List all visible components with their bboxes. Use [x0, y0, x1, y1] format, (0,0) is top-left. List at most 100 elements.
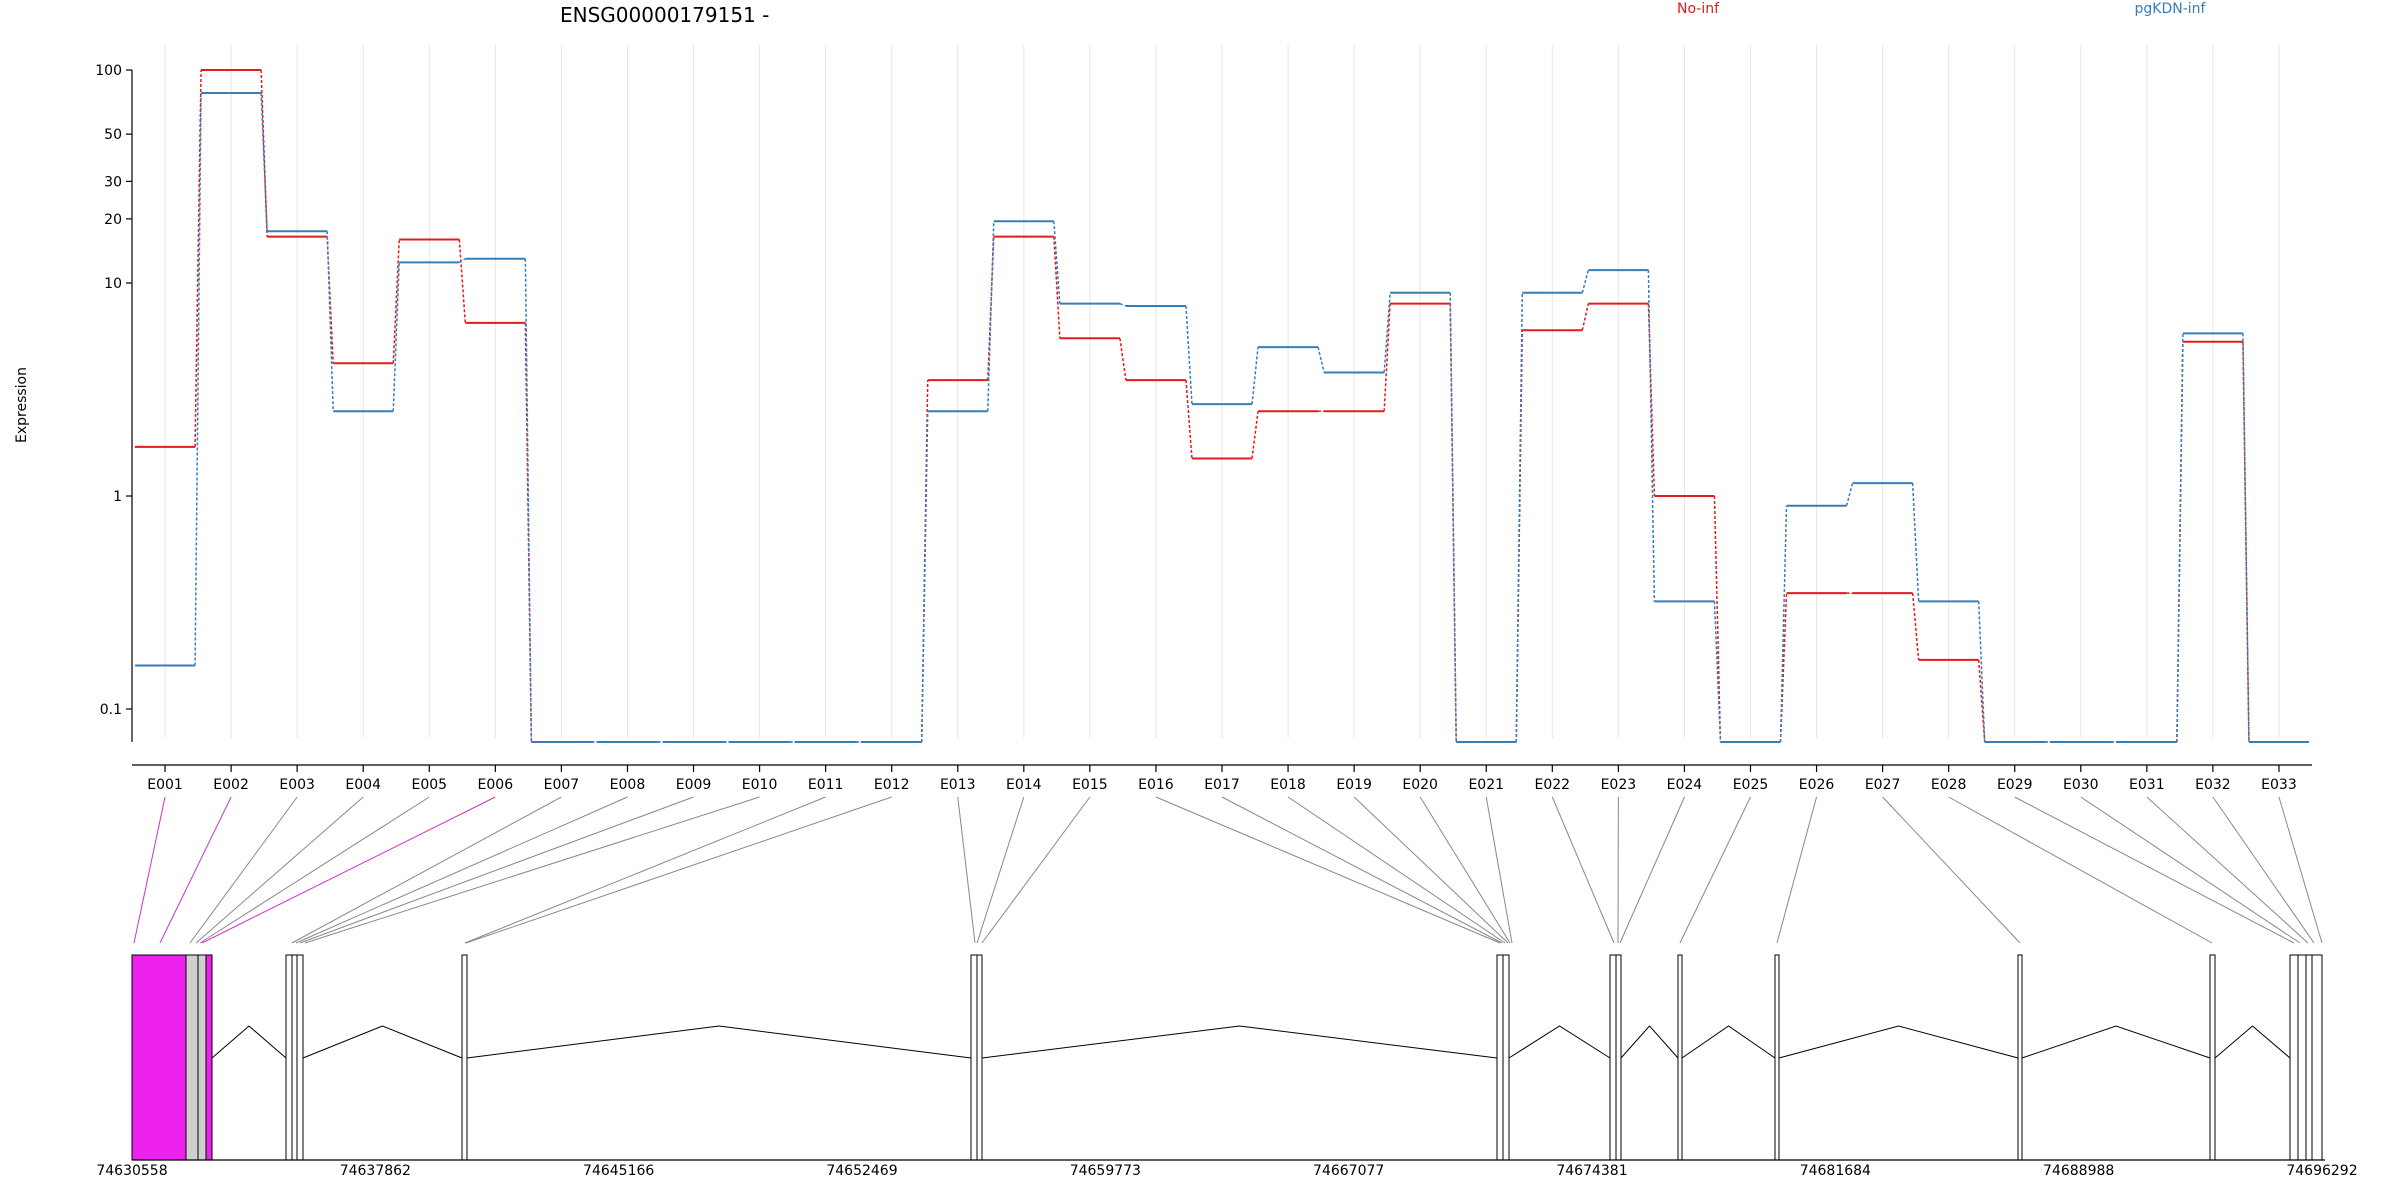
- connector-segment: [2242, 333, 2250, 743]
- exon-connector: [1221, 796, 1503, 944]
- exon-block: [185, 954, 199, 1161]
- x-tick-label: E019: [1336, 777, 1372, 793]
- x-tick-label: E025: [1733, 777, 1769, 793]
- y-tick-label: 100: [95, 63, 122, 79]
- coordinate-label: 74681684: [1800, 1163, 1871, 1179]
- x-tick-label: E029: [1997, 777, 2033, 793]
- y-tick-label: 30: [104, 174, 122, 190]
- coordinate-label: 74630558: [96, 1163, 167, 1179]
- exon-connector: [1619, 796, 1685, 944]
- x-tick-label: E002: [213, 777, 249, 793]
- exon-block: [1615, 954, 1622, 1161]
- intron-line: [981, 1025, 1498, 1059]
- x-tick-label: E009: [676, 777, 712, 793]
- x-tick-label: E007: [544, 777, 580, 793]
- coordinate-label: 74688988: [2043, 1163, 2114, 1179]
- x-tick-label: E032: [2195, 777, 2231, 793]
- connector-segment: [920, 411, 929, 743]
- x-tick-label: E001: [147, 777, 183, 793]
- exon-block: [2297, 954, 2307, 1161]
- connector-segment: [2176, 333, 2184, 743]
- x-tick-label: E030: [2063, 777, 2099, 793]
- connector-segment: [1053, 236, 1061, 339]
- exon-connector: [299, 796, 694, 944]
- y-tick-label: 0.1: [100, 702, 122, 718]
- gene-model: [131, 954, 2325, 1161]
- x-axis: E001 E002 E003 E004 E005 E006 E007 E008 E009 E010…: [132, 764, 2312, 793]
- intron-line: [1508, 1025, 1611, 1059]
- connector-segment: [1119, 338, 1127, 381]
- intron-line: [2214, 1025, 2291, 1059]
- connector-segment: [1383, 292, 1391, 373]
- connector-segment: [1581, 269, 1590, 293]
- x-tick-label: E026: [1799, 777, 1835, 793]
- connector-segment: [1911, 483, 1920, 602]
- exon-connector: [133, 796, 166, 944]
- exon-connector-lines: [133, 796, 2323, 944]
- exon-block: [205, 954, 213, 1161]
- exon-block: [2289, 954, 2299, 1161]
- exon-connector: [976, 796, 1025, 944]
- legend-no-inf: No-inf: [1677, 1, 1720, 17]
- x-tick-label: E011: [808, 777, 844, 793]
- intron-line: [1778, 1025, 2019, 1059]
- exon-connector: [1948, 796, 2213, 944]
- x-tick-label: E016: [1138, 777, 1174, 793]
- series-pgKDN-inf: [135, 91, 2309, 743]
- connector-segment: [458, 258, 466, 264]
- exon-connector: [1155, 796, 1501, 944]
- intron-line: [211, 1025, 287, 1059]
- exon-block: [1502, 954, 1510, 1161]
- x-tick-label: E004: [345, 777, 381, 793]
- x-tick-label: E031: [2129, 777, 2165, 793]
- exon-connector: [1485, 796, 1513, 944]
- coordinate-label: 74645166: [583, 1163, 654, 1179]
- connector-segment: [326, 236, 334, 364]
- connector-segment: [1713, 601, 1722, 743]
- exon-block: [291, 954, 298, 1161]
- connector-segment: [1581, 303, 1590, 331]
- intron-line: [1681, 1025, 1776, 1059]
- exon-block: [296, 954, 304, 1161]
- connector-segment: [1515, 292, 1524, 743]
- exon-connector: [464, 796, 826, 944]
- y-tick-label: 50: [104, 127, 122, 143]
- connector-segment: [1185, 380, 1193, 459]
- exon-connector: [189, 796, 298, 944]
- x-tick-label: E024: [1667, 777, 1703, 793]
- exon-connector: [1679, 796, 1751, 944]
- y-tick-label: 1: [113, 489, 122, 505]
- connector-segment: [1251, 347, 1259, 405]
- x-tick-label: E006: [478, 777, 514, 793]
- y-axis: 0.1 1 10 20 30 50 100: [95, 63, 133, 742]
- connector-segment: [458, 239, 467, 323]
- connector-segment: [1911, 593, 1920, 660]
- connector-segment: [1977, 659, 1986, 743]
- connector-segment: [260, 69, 268, 237]
- connector-segment: [524, 258, 533, 743]
- exon-connector: [981, 796, 1091, 944]
- connector-segment: [1053, 221, 1061, 304]
- x-tick-label: E028: [1931, 777, 1967, 793]
- exon-connector: [295, 796, 628, 944]
- exon-block: [976, 954, 983, 1161]
- coordinate-label: 74652469: [826, 1163, 897, 1179]
- connector-segment: [1449, 292, 1457, 743]
- connector-segment: [194, 92, 202, 666]
- connector-segment: [194, 69, 202, 447]
- x-tick-label: E015: [1072, 777, 1108, 793]
- x-tick-label: E005: [411, 777, 447, 793]
- exon-connector: [1776, 796, 1818, 944]
- exon-connector: [2014, 796, 2295, 944]
- coordinate-label: 74696292: [2286, 1163, 2357, 1179]
- exon-connector: [465, 796, 892, 944]
- x-tick-label: E013: [940, 777, 976, 793]
- intron-line: [2021, 1025, 2211, 1059]
- intron-line: [466, 1025, 972, 1059]
- x-tick-label: E023: [1601, 777, 1637, 793]
- coordinate-label: 74637862: [340, 1163, 411, 1179]
- x-tick-label: E033: [2261, 777, 2297, 793]
- connector-segment: [1977, 601, 1986, 743]
- y-tick-label: 20: [104, 212, 122, 228]
